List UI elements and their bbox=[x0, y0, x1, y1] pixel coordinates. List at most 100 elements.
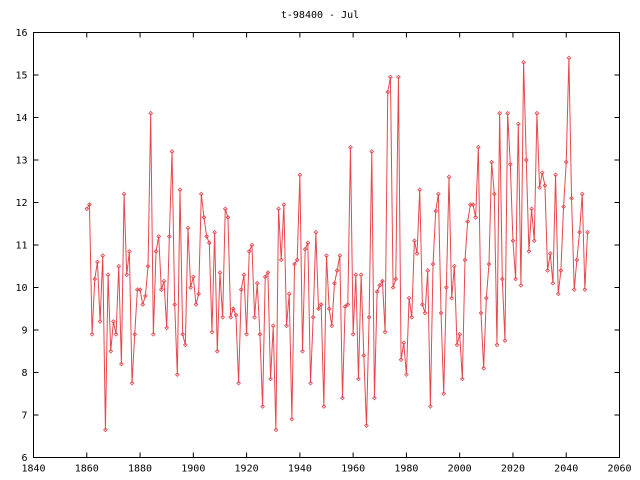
x-tick-labels: 1840 1860 1880 1900 1920 1940 1960 1980 2000 2020… bbox=[21, 464, 631, 475]
data-point bbox=[348, 144, 353, 150]
data-point bbox=[342, 304, 348, 309]
data-point bbox=[465, 219, 471, 224]
data-point bbox=[483, 295, 489, 301]
data-point bbox=[326, 306, 332, 312]
data-point bbox=[459, 376, 465, 382]
data-point bbox=[385, 89, 391, 95]
x-tick-label: 1860 bbox=[75, 464, 99, 475]
data-point bbox=[180, 331, 186, 337]
data-point bbox=[198, 191, 204, 197]
data-point bbox=[246, 249, 252, 254]
data-point bbox=[470, 202, 476, 207]
data-point bbox=[481, 365, 487, 371]
data-point bbox=[340, 395, 345, 401]
data-point bbox=[526, 249, 532, 254]
y-tick-labels: 6 7 8 9 10 11 12 13 14 15 16 bbox=[15, 28, 27, 464]
data-point bbox=[529, 206, 534, 212]
data-point bbox=[260, 404, 265, 409]
data-point bbox=[361, 353, 367, 358]
data-point bbox=[145, 263, 151, 269]
data-point bbox=[230, 306, 236, 312]
data-point bbox=[446, 174, 452, 180]
data-point bbox=[436, 191, 441, 197]
data-point bbox=[406, 295, 412, 301]
data-point bbox=[358, 272, 364, 278]
data-point bbox=[537, 185, 542, 190]
data-point bbox=[87, 202, 92, 207]
data-point bbox=[228, 314, 233, 320]
data-point bbox=[545, 268, 550, 273]
data-point bbox=[289, 416, 295, 422]
data-point bbox=[404, 372, 409, 377]
data-point bbox=[257, 331, 263, 337]
y-tick-label: 8 bbox=[21, 368, 27, 379]
data-point bbox=[324, 253, 329, 258]
data-point bbox=[172, 302, 178, 307]
data-point bbox=[430, 261, 436, 267]
data-point bbox=[164, 325, 170, 331]
x-tick-label: 2020 bbox=[501, 464, 525, 475]
data-point bbox=[265, 270, 271, 275]
data-point bbox=[332, 280, 337, 286]
data-point bbox=[252, 314, 257, 320]
data-point bbox=[566, 55, 572, 61]
data-point bbox=[185, 225, 191, 231]
y-tick-label: 12 bbox=[15, 198, 27, 209]
data-point bbox=[531, 238, 537, 244]
data-point bbox=[105, 272, 111, 278]
data-point bbox=[310, 314, 316, 320]
data-point bbox=[100, 253, 106, 258]
data-point bbox=[236, 380, 241, 386]
series-line bbox=[86, 57, 589, 430]
data-point bbox=[220, 314, 225, 320]
data-point bbox=[475, 144, 481, 150]
x-tick-label: 2060 bbox=[607, 464, 631, 475]
data-point bbox=[262, 274, 268, 280]
data-point bbox=[547, 251, 553, 256]
data-point bbox=[505, 110, 510, 116]
data-point bbox=[550, 280, 556, 286]
data-point bbox=[286, 291, 292, 297]
data-point bbox=[334, 268, 340, 273]
data-point bbox=[308, 380, 313, 386]
data-point bbox=[238, 287, 244, 292]
data-point bbox=[513, 276, 518, 282]
data-point bbox=[278, 257, 284, 263]
plot-frame bbox=[33, 32, 620, 458]
data-point bbox=[222, 206, 228, 212]
y-tick-label: 6 bbox=[21, 453, 27, 464]
data-point bbox=[414, 251, 420, 256]
data-point bbox=[462, 257, 468, 263]
data-point bbox=[249, 242, 255, 248]
x-tick-label: 1880 bbox=[128, 464, 152, 475]
data-point bbox=[318, 302, 324, 307]
data-point bbox=[294, 257, 300, 263]
data-point bbox=[244, 331, 249, 337]
data-point bbox=[486, 261, 492, 267]
x-tick-label: 1900 bbox=[181, 464, 205, 475]
x-tick-label: 1920 bbox=[235, 464, 259, 475]
data-point bbox=[132, 331, 138, 337]
data-point bbox=[111, 319, 116, 324]
data-point bbox=[204, 234, 210, 239]
data-point bbox=[148, 110, 154, 116]
data-point bbox=[345, 302, 351, 307]
x-tick-label: 1960 bbox=[341, 464, 365, 475]
data-point bbox=[119, 361, 124, 367]
data-point bbox=[92, 276, 98, 282]
data-point bbox=[563, 159, 569, 165]
axis-ticks bbox=[33, 32, 620, 458]
data-point bbox=[366, 314, 372, 320]
data-point bbox=[523, 157, 529, 163]
data-point bbox=[356, 376, 361, 382]
data-point bbox=[393, 276, 399, 282]
data-point bbox=[388, 74, 393, 80]
data-point bbox=[316, 306, 321, 312]
data-point bbox=[417, 187, 423, 193]
data-point bbox=[143, 293, 148, 299]
data-point bbox=[489, 159, 495, 165]
data-point bbox=[369, 149, 375, 154]
data-point bbox=[494, 342, 500, 348]
data-point bbox=[502, 338, 508, 343]
data-point bbox=[273, 427, 279, 433]
